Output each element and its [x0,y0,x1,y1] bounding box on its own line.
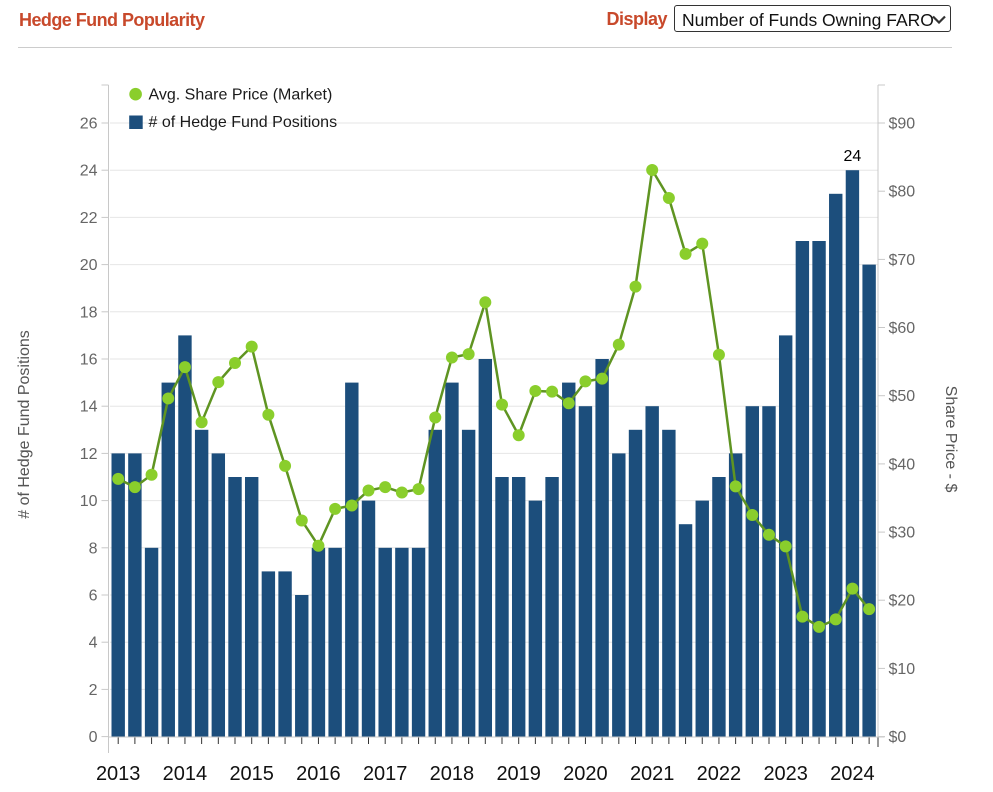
svg-text:# of Hedge Fund Positions: # of Hedge Fund Positions [149,114,338,131]
svg-text:$0: $0 [889,729,907,746]
svg-text:$20: $20 [889,593,916,610]
svg-text:$90: $90 [889,116,916,133]
svg-text:22: 22 [80,210,98,227]
svg-text:2020: 2020 [563,763,608,785]
svg-text:4: 4 [89,635,98,652]
svg-text:8: 8 [89,540,98,557]
svg-text:12: 12 [80,446,98,463]
svg-text:2: 2 [89,682,98,699]
svg-text:$40: $40 [889,456,916,473]
svg-text:2021: 2021 [630,763,675,785]
svg-text:20: 20 [80,257,98,274]
svg-text:Share Price - $: Share Price - $ [942,386,959,493]
svg-text:18: 18 [80,304,98,321]
svg-text:2017: 2017 [363,763,408,785]
svg-text:$50: $50 [889,388,916,405]
svg-text:2016: 2016 [296,763,341,785]
svg-text:10: 10 [80,493,98,510]
svg-text:2013: 2013 [96,763,141,785]
svg-text:$30: $30 [889,525,916,542]
svg-text:Avg. Share Price (Market): Avg. Share Price (Market) [149,87,333,104]
svg-text:2023: 2023 [763,763,808,785]
svg-text:0: 0 [89,729,98,746]
svg-text:$80: $80 [889,184,916,201]
svg-text:6: 6 [89,588,98,605]
svg-text:14: 14 [80,399,98,416]
svg-text:2018: 2018 [430,763,475,785]
svg-text:$60: $60 [889,320,916,337]
svg-text:2019: 2019 [496,763,541,785]
svg-text:2022: 2022 [697,763,742,785]
svg-text:26: 26 [80,116,98,133]
svg-text:16: 16 [80,352,98,369]
svg-text:$70: $70 [889,252,916,269]
svg-text:# of Hedge Fund Positions: # of Hedge Fund Positions [16,330,33,519]
svg-text:2024: 2024 [830,763,875,785]
svg-text:24: 24 [844,148,862,165]
svg-text:2014: 2014 [163,763,208,785]
svg-text:2015: 2015 [229,763,274,785]
svg-text:$10: $10 [889,661,916,678]
svg-text:24: 24 [80,163,98,180]
